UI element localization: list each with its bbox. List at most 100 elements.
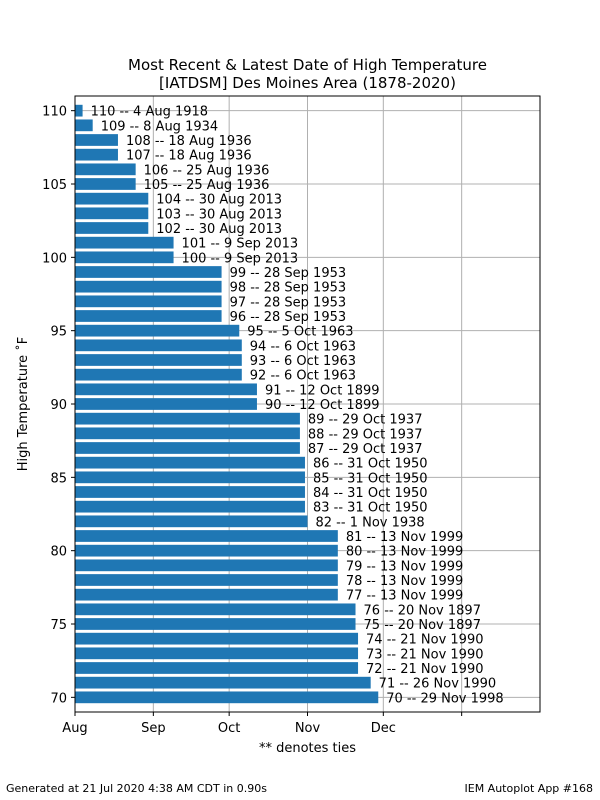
bar-label: 74 -- 21 Nov 1990: [366, 633, 483, 648]
bar: [75, 383, 257, 396]
bar: [75, 442, 300, 454]
bar: [75, 251, 174, 264]
bar-label: 93 -- 6 Oct 1963: [250, 354, 356, 369]
bar: [75, 310, 222, 322]
bar-label: 88 -- 29 Oct 1937: [308, 427, 423, 442]
bar: [75, 530, 338, 542]
bar: [75, 691, 379, 704]
bar-label: 77 -- 13 Nov 1999: [346, 589, 463, 604]
y-tick-label: 70: [50, 691, 67, 706]
bar: [75, 632, 359, 645]
bar: [75, 559, 338, 572]
bar: [75, 662, 359, 674]
bar: [75, 222, 149, 234]
x-tick-label: Dec: [371, 721, 396, 736]
bar-label: 106 -- 25 Aug 1936: [144, 163, 270, 178]
bar-label: 102 -- 30 Aug 2013: [156, 222, 282, 237]
bar-label: 83 -- 31 Oct 1950: [313, 501, 428, 516]
bar: [75, 266, 222, 278]
bar-label: 104 -- 30 Aug 2013: [156, 193, 282, 208]
bar: [75, 148, 118, 161]
bar: [75, 163, 136, 176]
bar-label: 76 -- 20 Nov 1897: [364, 603, 481, 618]
bar-label: 72 -- 21 Nov 1990: [366, 662, 483, 677]
bar-label: 103 -- 30 Aug 2013: [156, 207, 282, 222]
bar-label: 82 -- 1 Nov 1938: [316, 515, 425, 530]
bar: [75, 280, 222, 293]
bar-label: 90 -- 12 Oct 1899: [265, 398, 380, 413]
bar-label: 107 -- 18 Aug 1936: [126, 149, 252, 164]
x-tick-label: Oct: [218, 721, 240, 736]
y-tick-label: 85: [50, 471, 67, 486]
bar: [75, 398, 257, 410]
bar: [75, 618, 356, 630]
bar: [75, 544, 338, 557]
bar-label: 81 -- 13 Nov 1999: [346, 530, 463, 545]
bar: [75, 574, 338, 586]
x-axis-label: ** denotes ties: [259, 741, 356, 756]
x-tick-label: Aug: [62, 721, 87, 736]
footer-app: IEM Autoplot App #168: [464, 782, 594, 795]
bar-label: 101 -- 9 Sep 2013: [182, 237, 299, 252]
bar: [75, 324, 240, 337]
bar: [75, 427, 300, 440]
bar-label: 99 -- 28 Sep 1953: [230, 266, 347, 281]
bar: [75, 676, 371, 689]
bar-label: 97 -- 28 Sep 1953: [230, 295, 347, 310]
bar-label: 96 -- 28 Sep 1953: [230, 310, 347, 325]
footer-generated: Generated at 21 Jul 2020 4:38 AM CDT in …: [6, 782, 267, 795]
chart-title: Most Recent & Latest Date of High Temper…: [128, 56, 487, 74]
x-tick-label: Nov: [295, 721, 321, 736]
bar-label: 110 -- 4 Aug 1918: [91, 105, 208, 120]
bar-label: 70 -- 29 Nov 1998: [386, 691, 503, 706]
bar-label: 95 -- 5 Oct 1963: [247, 325, 353, 340]
y-tick-label: 110: [42, 105, 67, 120]
bar: [75, 515, 308, 528]
bar: [75, 368, 242, 381]
bar: [75, 295, 222, 308]
bar-label: 86 -- 31 Oct 1950: [313, 457, 428, 472]
bar: [75, 104, 83, 117]
y-tick-label: 80: [50, 545, 67, 560]
bar: [75, 207, 149, 220]
bar-label: 75 -- 20 Nov 1897: [364, 618, 481, 633]
bar-label: 100 -- 9 Sep 2013: [182, 251, 299, 266]
bar-label: 80 -- 13 Nov 1999: [346, 545, 463, 560]
bar: [75, 178, 136, 190]
bar: [75, 119, 93, 132]
bar: [75, 456, 305, 469]
bar-label: 94 -- 6 Oct 1963: [250, 339, 356, 354]
bar-label: 71 -- 26 Nov 1990: [379, 677, 496, 692]
chart-subtitle: [IATDSM] Des Moines Area (1878-2020): [159, 74, 456, 92]
y-axis-label: High Temperature ˚F: [15, 337, 31, 471]
bar: [75, 486, 305, 498]
bar: [75, 471, 305, 484]
x-tick-label: Sep: [141, 721, 166, 736]
bar: [75, 647, 359, 660]
bar-label: 109 -- 8 Aug 1934: [101, 119, 218, 134]
bar-label: 85 -- 31 Oct 1950: [313, 471, 428, 486]
y-tick-label: 95: [50, 325, 67, 340]
y-tick-label: 100: [42, 251, 67, 266]
bar-label: 92 -- 6 Oct 1963: [250, 369, 356, 384]
bar: [75, 354, 242, 366]
bar: [75, 339, 242, 352]
bar: [75, 500, 305, 513]
bar-label: 73 -- 21 Nov 1990: [366, 647, 483, 662]
bar: [75, 588, 338, 601]
bar-label: 84 -- 31 Oct 1950: [313, 486, 428, 501]
bar: [75, 603, 356, 616]
bar-label: 98 -- 28 Sep 1953: [230, 281, 347, 296]
bar-label: 78 -- 13 Nov 1999: [346, 574, 463, 589]
bar-label: 87 -- 29 Oct 1937: [308, 442, 423, 457]
bar: [75, 412, 300, 425]
y-tick-label: 75: [50, 618, 67, 633]
bar: [75, 134, 118, 146]
bar: [75, 192, 149, 205]
bar-label: 105 -- 25 Aug 1936: [144, 178, 270, 193]
bar-label: 91 -- 12 Oct 1899: [265, 383, 380, 398]
y-tick-label: 105: [42, 178, 67, 193]
bar-label: 108 -- 18 Aug 1936: [126, 134, 252, 149]
bar-label: 79 -- 13 Nov 1999: [346, 559, 463, 574]
